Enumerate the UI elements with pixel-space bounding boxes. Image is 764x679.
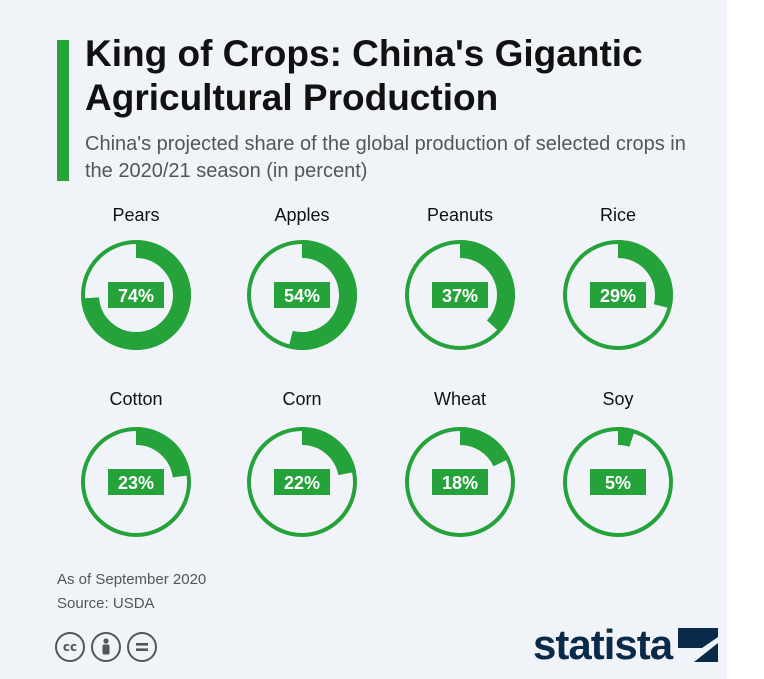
- donut-charts: Pears 74% Apples 54% Peanuts 37% Rice 29% Cotton…: [81, 205, 673, 537]
- donut-rice: Rice 29%: [563, 205, 673, 350]
- value-label-bg: [590, 282, 646, 308]
- value-label: 74%: [118, 286, 154, 306]
- donut-arc: [135, 427, 191, 478]
- value-label: 5%: [605, 473, 631, 493]
- donut-pears: Pears 74%: [81, 205, 191, 350]
- category-label: Cotton: [109, 389, 162, 409]
- category-label: Wheat: [434, 389, 486, 409]
- category-label: Corn: [282, 389, 321, 409]
- category-label: Rice: [600, 205, 636, 225]
- category-label: Peanuts: [427, 205, 493, 225]
- value-label-bg: [274, 282, 330, 308]
- statista-logo-icon: [678, 628, 719, 662]
- title-accent-bar: [57, 40, 69, 181]
- value-label: 37%: [442, 286, 478, 306]
- category-label: Soy: [602, 389, 633, 409]
- donut-arc: [459, 240, 515, 333]
- value-label: 23%: [118, 473, 154, 493]
- value-label: 29%: [600, 286, 636, 306]
- donut-ring: [563, 427, 673, 537]
- category-label: Apples: [274, 205, 329, 225]
- donut-arc: [617, 427, 635, 447]
- donut-arc: [81, 240, 191, 350]
- date-note: As of September 2020: [57, 571, 207, 588]
- donut-soy: Soy 5%: [563, 389, 673, 537]
- value-label: 54%: [284, 286, 320, 306]
- value-label: 18%: [442, 473, 478, 493]
- donut-wheat: Wheat 18%: [405, 389, 515, 537]
- donut-peanuts: Peanuts 37%: [405, 205, 515, 350]
- donut-arc: [617, 240, 673, 309]
- donut-arc: [301, 427, 357, 476]
- value-label-bg: [108, 469, 164, 495]
- footnote: As of September 2020 Source: USDA: [57, 568, 206, 616]
- donut-apples: Apples 54%: [247, 205, 358, 350]
- donut-arc: [459, 427, 510, 467]
- donut-corn: Corn 22%: [247, 389, 357, 537]
- value-label-bg: [590, 469, 646, 495]
- category-label: Pears: [112, 205, 159, 225]
- creative-commons-icon[interactable]: cc: [55, 632, 85, 662]
- donut-arc: [288, 240, 358, 350]
- page-subtitle: China's projected share of the global pr…: [85, 133, 686, 182]
- brand-name: statista: [533, 621, 673, 668]
- value-label-bg: [432, 469, 488, 495]
- value-label-bg: [108, 282, 164, 308]
- attribution-icon[interactable]: [91, 632, 121, 662]
- donut-ring: [405, 427, 515, 537]
- license-icons: cc: [55, 632, 157, 662]
- value-label-bg: [274, 469, 330, 495]
- no-derivatives-icon[interactable]: [127, 632, 157, 662]
- value-label: 22%: [284, 473, 320, 493]
- value-label-bg: [432, 282, 488, 308]
- source-note: Source: USDA: [57, 595, 155, 612]
- page-title: King of Crops: China's Gigantic Agricult…: [85, 33, 643, 118]
- statista-logo[interactable]: statista: [533, 620, 719, 670]
- donut-cotton: Cotton 23%: [81, 389, 191, 537]
